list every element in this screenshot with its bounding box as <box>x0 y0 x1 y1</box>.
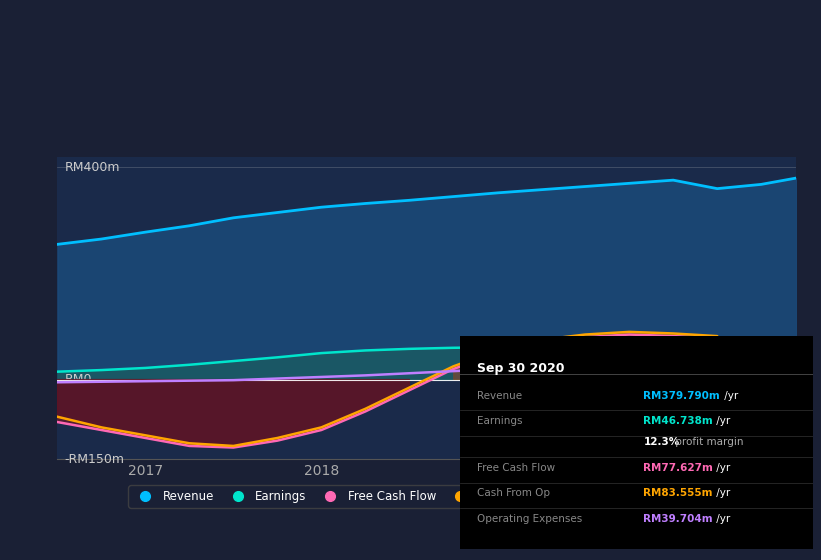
Text: Sep 30 2020: Sep 30 2020 <box>478 362 565 375</box>
Text: /yr: /yr <box>713 463 731 473</box>
Text: RM46.738m: RM46.738m <box>644 416 713 426</box>
Text: 12.3%: 12.3% <box>644 437 680 447</box>
Text: Operating Expenses: Operating Expenses <box>478 514 583 524</box>
Text: Revenue: Revenue <box>478 390 522 400</box>
Text: /yr: /yr <box>721 390 738 400</box>
Text: RM83.555m: RM83.555m <box>644 488 713 498</box>
Text: RM39.704m: RM39.704m <box>644 514 713 524</box>
Text: Cash From Op: Cash From Op <box>478 488 550 498</box>
Text: Free Cash Flow: Free Cash Flow <box>478 463 556 473</box>
Text: /yr: /yr <box>713 488 731 498</box>
Text: RM379.790m: RM379.790m <box>644 390 720 400</box>
Legend: Revenue, Earnings, Free Cash Flow, Cash From Op, Operating Expenses: Revenue, Earnings, Free Cash Flow, Cash … <box>128 486 726 508</box>
Text: profit margin: profit margin <box>672 437 743 447</box>
Text: /yr: /yr <box>713 416 731 426</box>
Text: Earnings: Earnings <box>478 416 523 426</box>
Text: RM77.627m: RM77.627m <box>644 463 713 473</box>
Text: /yr: /yr <box>713 514 731 524</box>
Text: RM0: RM0 <box>65 373 92 386</box>
Text: -RM150m: -RM150m <box>65 452 125 466</box>
Text: RM400m: RM400m <box>65 161 121 174</box>
